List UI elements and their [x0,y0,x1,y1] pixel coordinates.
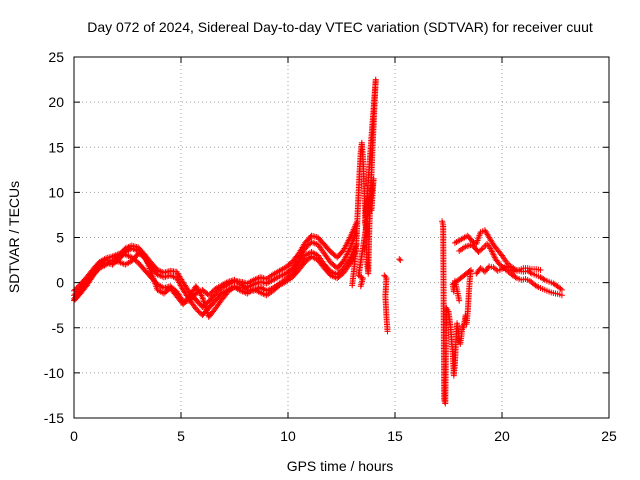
data-point [207,290,214,297]
x-tick-label: 10 [280,428,296,444]
axis-ticks: 0 5 10 15 20 25 -15 -10 -5 0 5 10 15 20 25 [44,49,617,444]
x-tick-label: 20 [494,428,510,444]
y-tick-label: -5 [52,320,65,336]
data-point [358,274,365,281]
data-point [558,292,565,299]
y-tick-label: 20 [48,94,64,110]
data-point [214,288,221,295]
data-point [92,268,99,275]
data-point [527,269,534,276]
data-point [357,283,364,290]
data-point [557,285,564,292]
x-tick-label: 5 [177,428,185,444]
data-point [540,276,547,283]
data-point [94,267,101,274]
y-axis-label: SDTVAR / TECUs [6,181,22,293]
y-tick-label: 25 [48,49,64,65]
data-point [205,292,212,299]
data-point [90,271,97,278]
y-tick-label: 10 [48,184,64,200]
data-point [74,283,81,290]
data-point [396,256,403,263]
data-point [485,264,492,271]
data-point [384,328,391,335]
data-points [71,76,565,407]
data-point [456,297,463,304]
y-tick-label: -15 [44,410,64,426]
y-tick-label: 15 [48,139,64,155]
data-point [478,246,485,253]
data-point [73,285,80,292]
y-tick-label: -10 [44,365,64,381]
x-tick-label: 25 [601,428,617,444]
data-point [192,305,199,312]
data-point [558,286,565,293]
x-axis-label: GPS time / hours [287,458,394,474]
data-point [397,257,404,264]
chart-title: Day 072 of 2024, Sidereal Day-to-day VTE… [87,19,593,35]
x-tick-label: 15 [387,428,403,444]
data-point [537,266,544,273]
data-point [91,270,98,277]
y-tick-label: 5 [56,230,64,246]
data-point [209,288,216,295]
data-point [533,283,540,290]
data-point [512,274,519,281]
grid [74,57,609,418]
x-tick-label: 0 [70,428,78,444]
data-point [72,286,79,293]
data-point [213,290,220,297]
data-point [208,289,215,296]
data-point [194,307,201,314]
data-point [212,291,219,298]
data-point [382,273,389,280]
data-point [195,308,202,315]
y-tick-label: 0 [56,275,64,291]
